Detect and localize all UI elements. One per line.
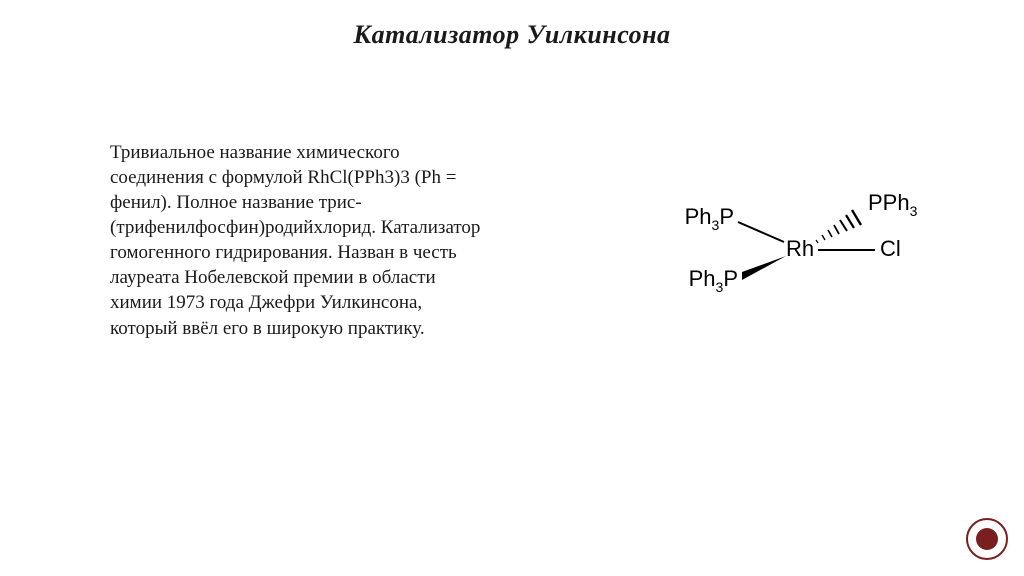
corner-badge-icon bbox=[966, 518, 1008, 560]
wilkinson-catalyst-structure: Rh Cl PPh3 Ph3P Ph3P bbox=[650, 170, 950, 310]
badge-inner-dot bbox=[976, 528, 998, 550]
atom-rh: Rh bbox=[786, 236, 814, 261]
atom-cl: Cl bbox=[880, 236, 901, 261]
bond-rh-pph3-wedge bbox=[816, 210, 861, 243]
ligand-pph3-upper: PPh3 bbox=[868, 190, 918, 219]
ligand-ph3p-upper: Ph3P bbox=[685, 204, 734, 233]
structure-svg: Rh Cl PPh3 Ph3P Ph3P bbox=[650, 170, 950, 310]
bond-rh-p-lowerleft-wedge bbox=[742, 256, 786, 280]
body-paragraph: Тривиальное название химического соедине… bbox=[110, 140, 490, 341]
ligand-ph3p-lower: Ph3P bbox=[689, 266, 738, 295]
slide-title: Катализатор Уилкинсона bbox=[0, 20, 1024, 50]
bond-rh-p-upperleft bbox=[738, 222, 784, 242]
